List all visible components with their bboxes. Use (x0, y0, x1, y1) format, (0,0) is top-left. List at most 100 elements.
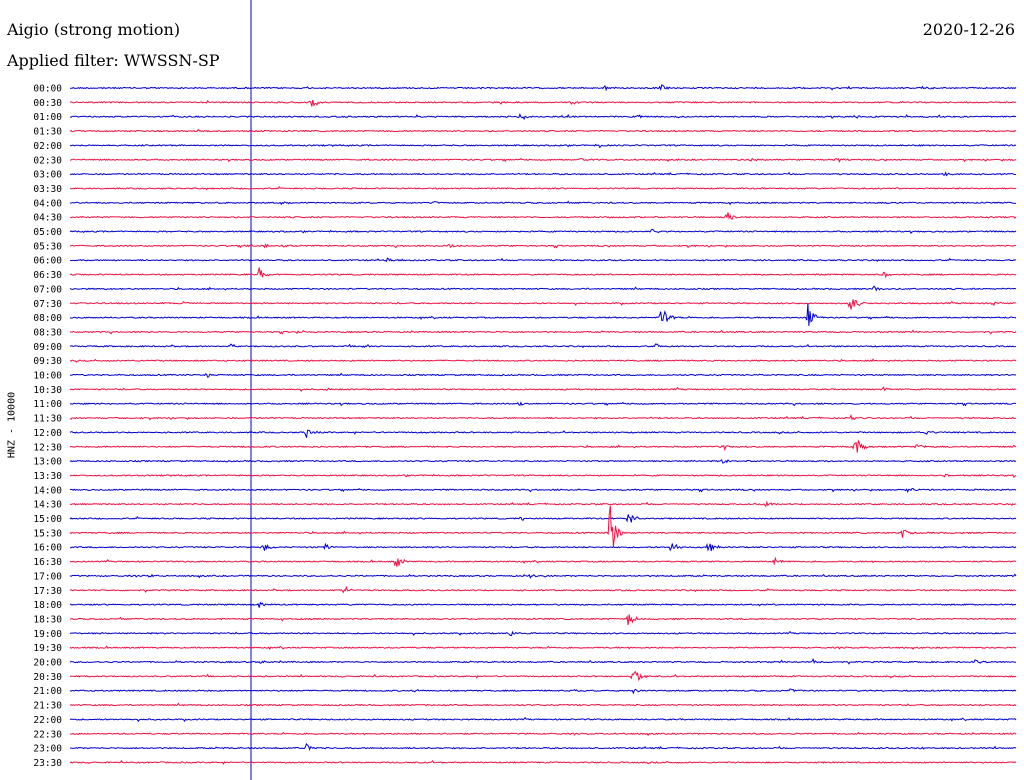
trace-line (69, 343, 1017, 349)
tick-label: 07:30 (33, 299, 62, 310)
trace-line (69, 413, 1017, 421)
trace-line (69, 299, 1017, 310)
tick-label: 09:30 (33, 356, 62, 367)
tick-label: 14:30 (33, 500, 62, 511)
tick-label: 13:30 (33, 471, 62, 482)
trace-line (69, 99, 1017, 107)
trace-line (69, 573, 1017, 579)
trace-line (69, 658, 1017, 665)
trace-line (69, 157, 1017, 163)
tick-label: 09:00 (33, 342, 62, 353)
trace-line (70, 212, 1017, 220)
tick-label: 22:00 (33, 715, 62, 726)
tick-label: 00:00 (33, 84, 62, 95)
tick-label: 22:30 (33, 729, 62, 740)
trace-line (69, 372, 1017, 378)
tick-label: 20:30 (33, 672, 62, 683)
trace-line (69, 614, 1017, 625)
trace-line (69, 386, 1017, 392)
trace-line (69, 358, 1017, 363)
tick-label: 01:00 (33, 112, 62, 123)
trace-line (69, 429, 1017, 438)
tick-label: 08:30 (33, 327, 62, 338)
trace-line (69, 731, 1017, 737)
tick-label: 19:00 (33, 629, 62, 640)
trace-line (69, 186, 1017, 191)
trace-line (69, 586, 1017, 594)
trace-line (69, 688, 1017, 695)
tick-label: 18:30 (33, 614, 62, 625)
trace-line (69, 500, 1017, 508)
tick-label: 11:00 (33, 399, 62, 410)
tick-label: 05:00 (33, 227, 62, 238)
tick-label: 03:00 (33, 170, 62, 181)
trace-line (69, 267, 1017, 279)
tick-label: 18:00 (33, 600, 62, 611)
trace-line (69, 505, 1017, 547)
tick-label: 02:00 (33, 141, 62, 152)
tick-label: 21:30 (33, 701, 62, 712)
trace-line (69, 401, 1017, 407)
tick-label: 04:30 (33, 213, 62, 224)
trace-line (69, 171, 1016, 177)
trace-line (69, 228, 1017, 234)
trace-line (69, 113, 1017, 121)
trace-line (70, 84, 1017, 92)
trace-line (69, 473, 1017, 478)
trace-line (69, 742, 1017, 751)
tick-label: 15:00 (33, 514, 62, 525)
tick-label: 10:30 (33, 385, 62, 396)
trace-line (69, 257, 1017, 263)
tick-label: 17:30 (33, 586, 62, 597)
trace-line (69, 601, 1017, 608)
trace-line (69, 285, 1017, 292)
tick-label: 12:00 (33, 428, 62, 439)
trace-line (70, 542, 1017, 552)
tick-label: 19:30 (33, 643, 62, 654)
tick-label: 01:30 (33, 127, 62, 138)
trace-layer (69, 84, 1017, 765)
tick-label: 11:30 (33, 414, 62, 425)
trace-line (69, 716, 1017, 723)
trace-line (69, 439, 1017, 453)
trace-line (69, 143, 1017, 149)
trace-line (69, 243, 1017, 249)
trace-line (69, 556, 1017, 567)
tick-label: 03:30 (33, 184, 62, 195)
trace-line (69, 671, 1017, 682)
trace-line (69, 759, 1017, 765)
tick-label: 07:00 (33, 284, 62, 295)
tick-label: 05:30 (33, 241, 62, 252)
trace-line (69, 303, 1017, 326)
tick-label: 16:30 (33, 557, 62, 568)
tick-label: 06:00 (33, 256, 62, 267)
tick-label: 08:00 (33, 313, 62, 324)
trace-line (69, 630, 1017, 636)
tick-label: 21:00 (33, 686, 62, 697)
trace-line (69, 459, 1017, 464)
tick-label: 10:00 (33, 371, 62, 382)
tick-label: 13:00 (33, 457, 62, 468)
trace-line (69, 329, 1017, 335)
tick-label: 17:00 (33, 571, 62, 582)
trace-line (69, 128, 1017, 133)
tick-label: 02:30 (33, 155, 62, 166)
date-label: 2020-12-26 (922, 20, 1015, 39)
tick-label: 16:00 (33, 543, 62, 554)
trace-line (69, 514, 1017, 523)
tick-label: 12:30 (33, 442, 62, 453)
tick-label: 23:00 (33, 744, 62, 755)
tick-label-layer: 00:00 00:30 01:00 01:30 02:00 02:30 03:00 03:30… (33, 84, 62, 769)
trace-line (69, 487, 1017, 494)
filter-label: Applied filter: WWSSN-SP (7, 51, 220, 70)
tick-label: 15:30 (33, 528, 62, 539)
tick-label: 06:30 (33, 270, 62, 281)
tick-label: 04:00 (33, 198, 62, 209)
tick-label: 14:00 (33, 485, 62, 496)
tick-label: 00:30 (33, 98, 62, 109)
tick-label: 23:30 (33, 758, 62, 769)
chart-title: Aigio (strong motion) (7, 20, 181, 39)
trace-line (69, 645, 1017, 651)
tick-label: 20:00 (33, 658, 62, 669)
